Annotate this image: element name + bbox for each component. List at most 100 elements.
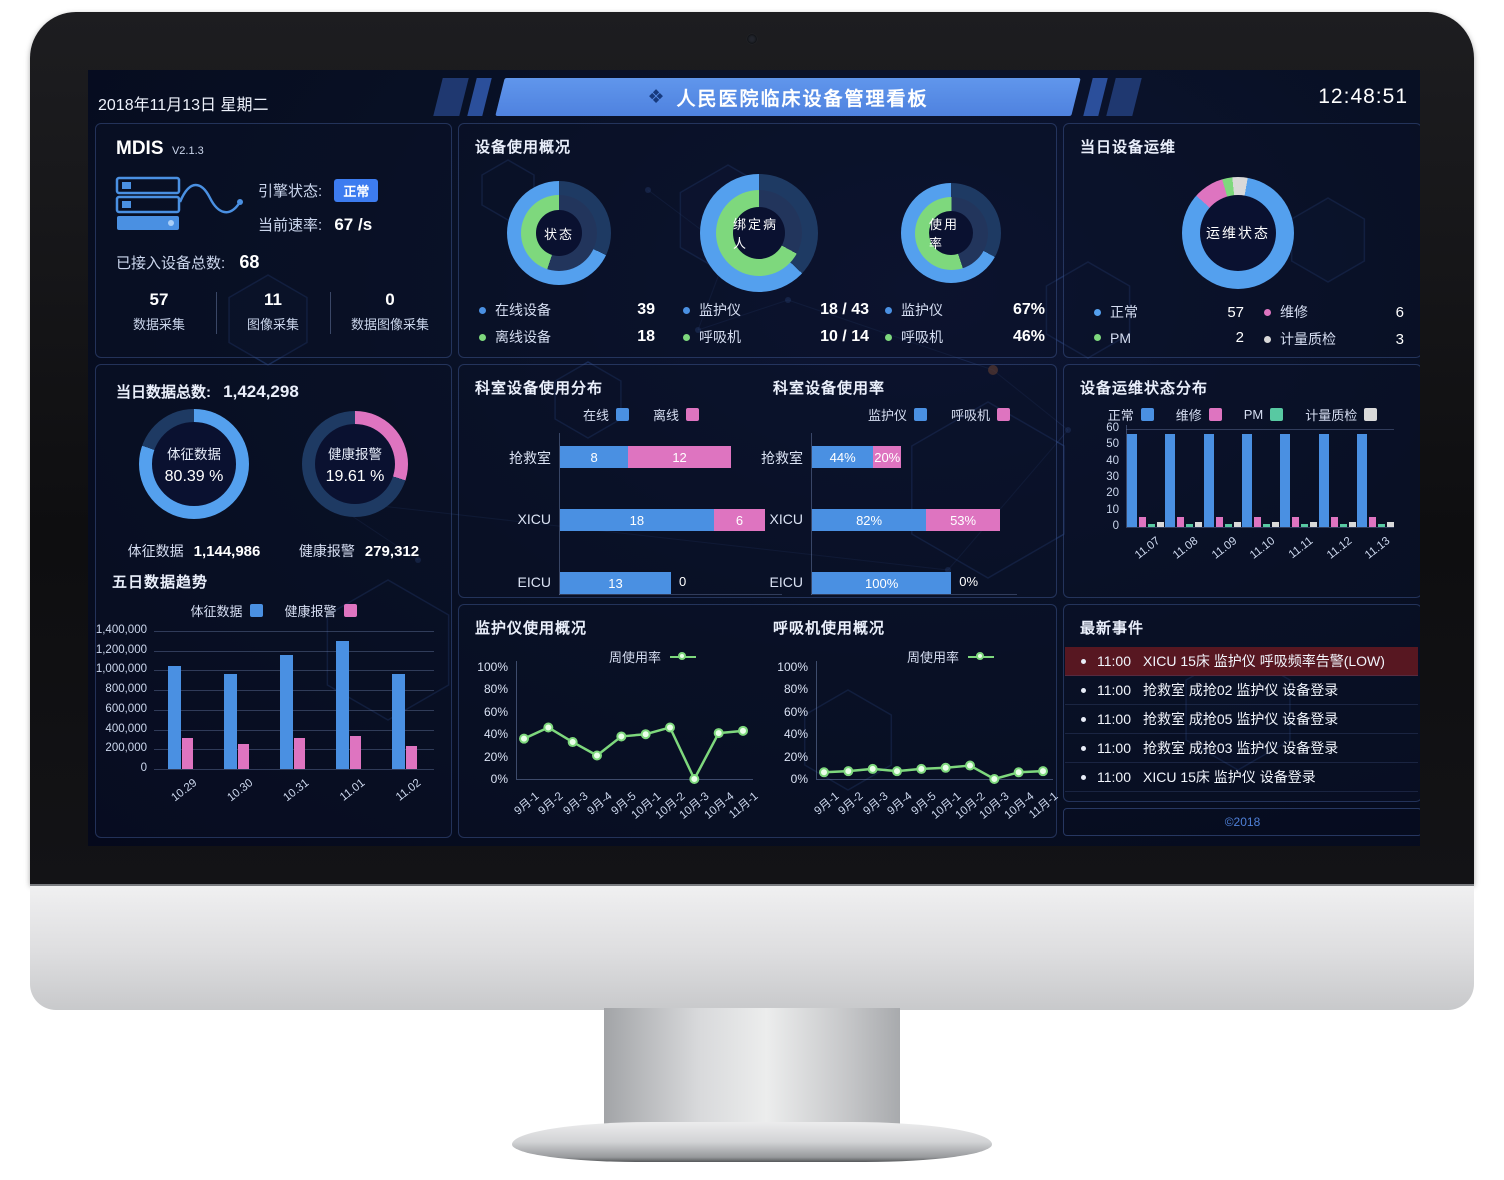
y-tick-label: 1,000,000: [95, 663, 147, 676]
bar-维修: [1215, 517, 1223, 527]
y-tick-label: 20%: [483, 749, 508, 764]
x-tick-label: 10.29: [169, 777, 200, 805]
x-axis: [811, 594, 1017, 595]
bar-正常: [1280, 433, 1291, 527]
x-axis: [559, 594, 782, 595]
event-row: 11:00 XICU 15床 监护仪 设备登录: [1065, 763, 1418, 792]
stat-image-collect: 11 图像采集: [246, 290, 299, 332]
engine-status-row: 引擎状态: 正常: [258, 179, 379, 202]
donut-alarm-chart: 健康报警 19.61 %: [302, 411, 408, 517]
title-logo-icon: ❖: [647, 86, 667, 108]
category-label: EICU: [769, 574, 803, 590]
gridline: [154, 729, 434, 731]
legend-value: 10 / 14: [820, 328, 869, 345]
donut-pct: 80.39 %: [164, 467, 224, 485]
x-tick-label: 11.01: [337, 777, 368, 804]
legend-swatch-icon: [616, 408, 629, 421]
count-value: 279,312: [364, 543, 420, 560]
legend-item: 监护仪 18 / 43: [683, 300, 869, 320]
bar-体征数据: [336, 640, 349, 769]
legend-item: 在线: [583, 405, 629, 424]
legend-label: PM: [1243, 407, 1264, 422]
donut-status-chart: 状态: [507, 181, 611, 285]
bar-segment: 20%: [873, 446, 902, 468]
bar-segment: 53%: [926, 509, 1000, 531]
category-label: 抢救室: [761, 450, 803, 466]
legend-label: 计量质检: [1280, 331, 1336, 347]
legend-label: 离线设备: [495, 329, 551, 345]
monitor-stand-neck: [604, 1008, 900, 1128]
bar-体征数据: [392, 674, 405, 769]
divider: [330, 292, 331, 334]
y-tick-label: 60%: [483, 704, 508, 719]
event-row: 11:00 XICU 15床 监护仪 呼吸频率告警(LOW): [1065, 647, 1418, 676]
x-tick-label: 10.31: [281, 777, 312, 805]
legend-value: 18: [637, 328, 655, 345]
legend-label: PM: [1110, 329, 1131, 346]
y-tick-label: 0: [140, 762, 147, 774]
y-tick-label: 100%: [477, 660, 508, 674]
legend-label: 维修: [1280, 304, 1308, 320]
copyright-text: ©2018: [1224, 815, 1261, 829]
bar-健康报警: [182, 738, 193, 769]
bar-正常: [1203, 433, 1214, 527]
legend-swatch-icon: [997, 408, 1011, 421]
bar-维修: [1254, 517, 1261, 527]
y-axis: [559, 433, 560, 595]
event-time: 11:00: [1097, 711, 1131, 727]
blue-dot-icon: [885, 306, 892, 314]
legend-value: 39: [637, 301, 655, 318]
legend-label: 监护仪: [867, 408, 907, 423]
event-row: 11:00 抢救室 成抢02 监护仪 设备登录: [1065, 676, 1418, 705]
event-bullet-icon: [1081, 716, 1086, 722]
y-tick-label: 60: [1106, 422, 1119, 434]
x-axis: [816, 779, 1053, 780]
copyright-box: ©2018: [1063, 808, 1420, 836]
panel-ops-distribution: 设备运维状态分布 60 50 40 30 20 10 0 11.07 11.08 11.09 11.…: [1063, 364, 1420, 598]
legend-label: 呼吸机: [951, 408, 991, 423]
y-tick-label: 100%: [777, 660, 808, 674]
gridline: [154, 709, 434, 711]
blue-dot-icon: [479, 306, 486, 314]
y-tick-label: 40: [1106, 454, 1119, 467]
y-axis: [516, 661, 517, 779]
legend-swatch-icon: [249, 604, 263, 617]
donut-center-label: 状态: [536, 210, 582, 256]
panel-ops-today: 当日设备运维 运维状态 正常 57 维修 6 PM 2 计量质检 3: [1063, 123, 1420, 358]
bar-计量质检: [1233, 522, 1241, 527]
bar-健康报警: [350, 735, 361, 769]
donut-center-label: 使用率: [929, 211, 973, 255]
legend-value: 3: [1395, 330, 1404, 348]
bar-segment: 100%: [812, 572, 952, 594]
event-time: 11:00: [1097, 740, 1131, 756]
bar-计量质检: [1310, 522, 1318, 527]
stat-data-image-collect: 0 数据图像采集: [350, 290, 429, 332]
chart-legend: 监护仪 呼吸机: [819, 405, 1059, 424]
y-tick-label: 0: [1112, 520, 1119, 532]
donut-bind-chart: 绑定病人: [700, 174, 818, 292]
gridline: [1126, 527, 1394, 528]
legend-item: 呼吸机 10 / 14: [683, 327, 869, 347]
server-icon: [115, 176, 243, 230]
rate-row: 当前速率: 67 /s: [258, 215, 373, 234]
legend-label: 正常: [1110, 304, 1138, 320]
event-row: 11:00 抢救室 成抢05 监护仪 设备登录: [1065, 705, 1418, 734]
bar-健康报警: [406, 746, 417, 769]
y-tick-label: 1,400,000: [95, 624, 147, 636]
bar-PM: [1186, 523, 1194, 527]
legend-dot-icon: [1094, 308, 1101, 316]
y-tick-label: 80%: [783, 682, 808, 697]
trend-title: 五日数据趋势: [112, 574, 209, 591]
legend-label: 呼吸机: [901, 329, 943, 345]
event-time: 11:00: [1097, 769, 1131, 785]
chart-legend: 正常 维修 PM 计量质检: [1064, 405, 1420, 424]
bar-体征数据: [280, 654, 293, 769]
blue-dot-icon: [683, 306, 690, 314]
event-bullet-icon: [1081, 658, 1086, 664]
donut-count-row: 健康报警 279,312: [274, 541, 444, 561]
donut-use-chart: 使用率: [901, 183, 1001, 283]
legend-item: 在线设备 39: [479, 300, 655, 320]
panel-dept-usage: 科室设备使用分布 科室设备使用率 在线 离线 抢救室 8 12 XICU 18 6 EICU 13…: [458, 364, 1057, 598]
gridline: [154, 631, 434, 632]
